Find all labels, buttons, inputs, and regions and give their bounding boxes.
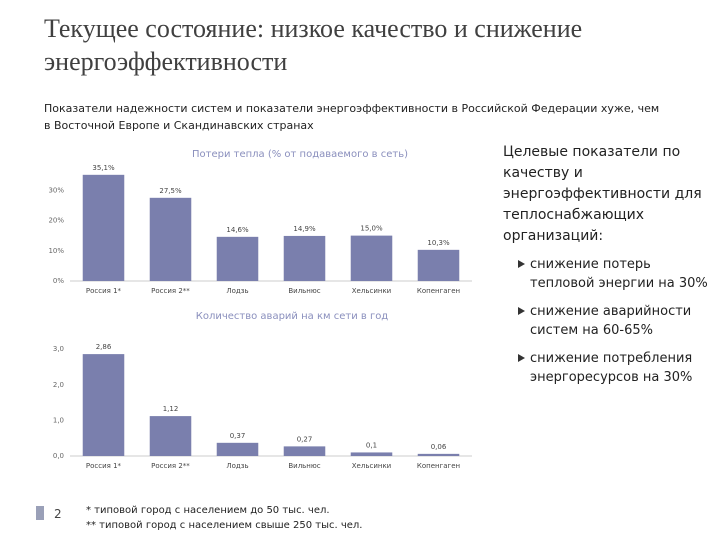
bar — [82, 354, 125, 456]
bar — [82, 174, 125, 281]
y-tick-label: 0,0 — [53, 452, 64, 460]
bar — [417, 249, 460, 281]
bar — [417, 453, 460, 456]
target-item: снижение потерь тепловой энергии на 30% — [518, 255, 708, 293]
value-label: 14,6% — [226, 226, 249, 234]
y-tick-label: 10% — [48, 247, 64, 255]
y-tick-label: 1,0 — [53, 416, 64, 424]
targets-heading: Целевые показатели по качеству и энергоэ… — [503, 144, 702, 244]
x-tick-label: Россия 1* — [86, 462, 122, 470]
x-tick-label: Копенгаген — [417, 287, 460, 295]
bar — [149, 197, 192, 281]
value-label: 15,0% — [360, 225, 383, 233]
y-tick-label: 2,0 — [53, 381, 64, 389]
value-label: 0,1 — [366, 441, 377, 449]
footnotes: * типовой город с населением до 50 тыс. … — [86, 503, 362, 533]
value-label: 27,5% — [159, 187, 182, 195]
bar — [216, 236, 259, 281]
slide-title: Текущее состояние: низкое качество и сни… — [44, 14, 583, 76]
y-tick-label: 0% — [53, 277, 64, 285]
x-tick-label: Россия 2** — [151, 462, 190, 470]
value-label: 2,86 — [96, 343, 112, 351]
bar — [149, 416, 192, 456]
footnote: * типовой город с населением до 50 тыс. … — [86, 505, 330, 516]
target-text: снижение аварийности систем на 60-65% — [530, 304, 692, 338]
footnote: ** типовой город с населением свыше 250 … — [86, 520, 363, 531]
value-label: 0,37 — [230, 432, 246, 440]
targets-list: снижение потерь тепловой энергии на 30% с… — [518, 255, 708, 396]
bullet-arrow — [518, 260, 525, 268]
x-tick-label: Вильнюс — [288, 462, 320, 470]
bar — [350, 235, 393, 281]
x-tick-label: Копенгаген — [417, 462, 460, 470]
target-item: снижение потребления энергоресурсов на 3… — [518, 349, 708, 387]
bullet-arrow — [518, 354, 525, 362]
x-tick-label: Лодзь — [226, 462, 248, 470]
y-tick-label: 30% — [48, 186, 64, 194]
bar — [350, 452, 393, 456]
x-tick-label: Лодзь — [226, 287, 248, 295]
bar — [283, 446, 326, 456]
chart-title: Потери тепла (% от подаваемого в сеть) — [192, 149, 408, 160]
target-text: снижение потребления энергоресурсов на 3… — [530, 351, 693, 385]
bar — [216, 442, 259, 456]
y-tick-label: 20% — [48, 217, 64, 225]
value-label: 1,12 — [163, 405, 179, 413]
y-tick-label: 3,0 — [53, 345, 64, 353]
value-label: 0,27 — [297, 435, 313, 443]
chart-title: Количество аварий на км сети в год — [196, 311, 389, 322]
bar — [283, 235, 326, 281]
slide-subtitle: Показатели надежности систем и показател… — [44, 102, 660, 132]
charts: Потери тепла (% от подаваемого в сеть) 0%… — [48, 149, 472, 470]
x-tick-label: Хельсинки — [352, 287, 391, 295]
x-tick-label: Россия 2** — [151, 287, 190, 295]
value-label: 0,06 — [431, 443, 447, 451]
target-item: снижение аварийности систем на 60-65% — [518, 302, 708, 340]
page-marker — [36, 506, 44, 520]
x-tick-label: Хельсинки — [352, 462, 391, 470]
bullet-arrow — [518, 307, 525, 315]
value-label: 14,9% — [293, 225, 316, 233]
target-text: снижение потерь тепловой энергии на 30% — [530, 257, 708, 291]
value-label: 10,3% — [427, 239, 450, 247]
page-number: 2 — [54, 507, 62, 521]
x-tick-label: Вильнюс — [288, 287, 320, 295]
x-tick-label: Россия 1* — [86, 287, 122, 295]
value-label: 35,1% — [92, 164, 115, 172]
